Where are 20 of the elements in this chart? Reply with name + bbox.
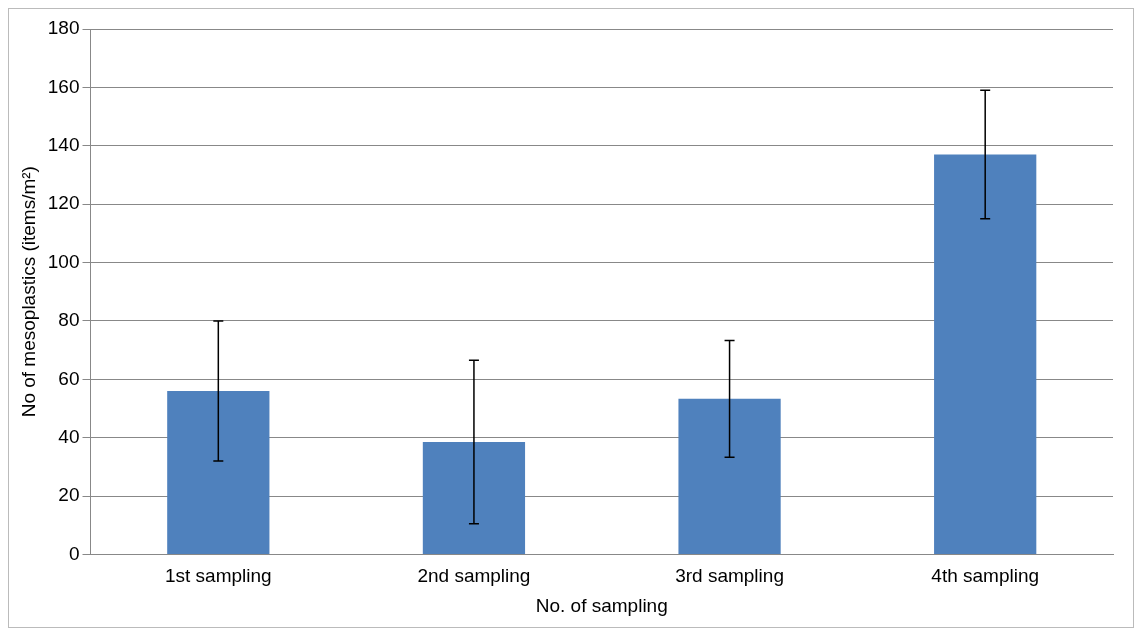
x-axis-title: No. of sampling	[535, 594, 668, 616]
x-tick-label: 2nd sampling	[417, 565, 531, 587]
y-tick-label: 180	[47, 17, 80, 39]
y-tick-label: 100	[47, 250, 80, 272]
bar	[678, 398, 781, 554]
y-tick-label: 120	[47, 192, 80, 214]
y-tick-label: 160	[47, 75, 80, 97]
x-tick-label: 3rd sampling	[675, 565, 784, 587]
bar	[422, 442, 526, 554]
y-tick-label: 80	[58, 309, 80, 331]
x-tick-label: 1st sampling	[164, 565, 272, 587]
bar	[167, 390, 270, 554]
y-tick-label: 140	[47, 133, 80, 155]
y-tick-label: 20	[58, 484, 80, 506]
x-tick-label: 4th sampling	[931, 565, 1040, 587]
y-axis-title: No of mesoplastics (items/m²)	[17, 166, 39, 418]
bar	[934, 154, 1037, 554]
y-tick-label: 60	[58, 367, 80, 389]
y-tick-label: 40	[58, 425, 80, 447]
y-tick-label: 0	[68, 542, 80, 564]
